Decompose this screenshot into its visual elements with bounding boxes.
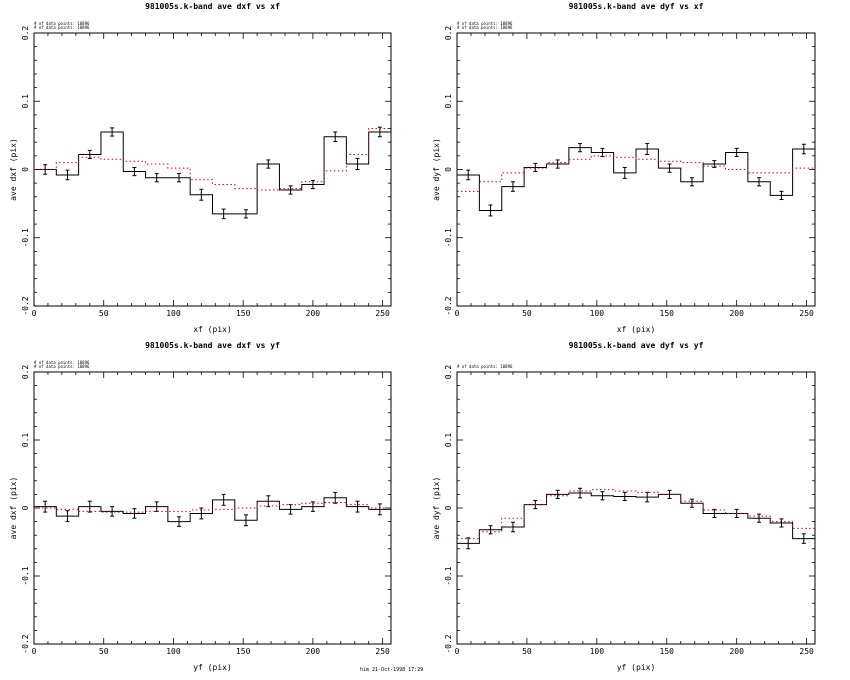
y-tick-label: 0.1 <box>444 94 453 109</box>
x-tick-label: 150 <box>660 647 675 656</box>
x-tick-label: 200 <box>729 309 744 318</box>
x-tick-label: 0 <box>455 647 460 656</box>
y-tick-label: 0.2 <box>21 365 30 380</box>
data-step-line <box>457 147 815 211</box>
y-tick-label: -0.1 <box>21 228 30 247</box>
legend-entry: # of data points: 18896 <box>34 364 90 369</box>
y-axis-label: ave dyf (pix) <box>432 138 441 201</box>
y-tick-label: -0.2 <box>444 634 453 653</box>
y-tick-label: 0 <box>444 167 453 172</box>
y-tick-label: -0.2 <box>444 296 453 315</box>
x-tick-label: 0 <box>32 309 37 318</box>
chart-title: 981005s.k-band ave dyf vs yf <box>569 341 704 350</box>
x-tick-label: 200 <box>306 647 321 656</box>
footer-timestamp: him 21-Oct-1998 17:29 <box>360 667 424 673</box>
x-tick-label: 50 <box>522 647 532 656</box>
x-tick-label: 100 <box>166 309 181 318</box>
model-step-line <box>34 502 391 513</box>
y-tick-label: 0.1 <box>21 433 30 448</box>
y-tick-label: -0.1 <box>21 566 30 585</box>
x-tick-label: 150 <box>660 309 675 318</box>
legend-entry: # of data points: 18896 <box>34 21 90 26</box>
chart-title: 981005s.k-band ave dxf vs xf <box>145 2 280 11</box>
x-axis-label: yf (pix) <box>193 663 232 672</box>
y-tick-label: 0 <box>21 167 30 172</box>
data-step-line <box>34 497 391 523</box>
chart-title: 981005s.k-band ave dyf vs xf <box>569 2 704 11</box>
y-tick-label: 0.2 <box>21 26 30 41</box>
legend-entry: # of data points: 18896 <box>34 25 90 30</box>
x-tick-label: 50 <box>99 647 109 656</box>
y-tick-label: 0 <box>444 505 453 510</box>
x-tick-label: 0 <box>32 647 37 656</box>
x-tick-label: 100 <box>590 647 605 656</box>
legend-entry: # of data points: 18896 <box>457 25 513 30</box>
x-tick-label: 250 <box>375 309 390 318</box>
x-tick-label: 250 <box>375 647 390 656</box>
y-tick-label: 0.2 <box>444 365 453 380</box>
plot-frame <box>33 32 392 307</box>
legend-entry: # of data points: 18896 <box>457 364 513 369</box>
x-tick-label: 0 <box>455 309 460 318</box>
x-tick-label: 200 <box>729 647 744 656</box>
y-tick-label: -0.2 <box>21 634 30 653</box>
x-tick-label: 50 <box>99 309 109 318</box>
data-step-line <box>457 492 815 544</box>
x-tick-label: 250 <box>799 309 814 318</box>
model-step-line <box>457 155 815 192</box>
chart-panel-4: 981005s.k-band ave dyf vs yf # of data po… <box>432 341 816 672</box>
y-tick-label: 0.1 <box>21 94 30 109</box>
chart-panel-1: 981005s.k-band ave dxf vs xf # of data po… <box>9 2 392 334</box>
data-step-line <box>34 131 391 215</box>
y-tick-label: -0.2 <box>21 296 30 315</box>
y-tick-label: -0.1 <box>444 566 453 585</box>
y-tick-label: -0.1 <box>444 228 453 247</box>
chart-panel-3: 981005s.k-band ave dxf vs yf # of data po… <box>9 341 392 672</box>
x-tick-label: 150 <box>236 647 251 656</box>
x-axis-label: yf (pix) <box>617 663 656 672</box>
y-axis-label: ave dyf (pix) <box>432 477 441 540</box>
y-tick-label: 0 <box>21 505 30 510</box>
chart-panel-2: 981005s.k-band ave dyf vs xf # of data po… <box>432 2 816 334</box>
y-tick-label: 0.2 <box>444 26 453 41</box>
plot-frame <box>456 371 816 645</box>
x-axis-label: xf (pix) <box>617 325 656 334</box>
chart-title: 981005s.k-band ave dxf vs yf <box>145 341 280 350</box>
x-tick-label: 200 <box>306 309 321 318</box>
y-axis-label: ave dxf (pix) <box>9 477 18 540</box>
x-tick-label: 250 <box>799 647 814 656</box>
x-axis-label: xf (pix) <box>193 325 232 334</box>
model-step-line <box>34 128 391 191</box>
x-tick-label: 100 <box>166 647 181 656</box>
y-axis-label: ave dxf (pix) <box>9 138 18 201</box>
x-tick-label: 100 <box>590 309 605 318</box>
x-tick-label: 150 <box>236 309 251 318</box>
legend-entry: # of data points: 18896 <box>34 360 90 365</box>
x-tick-label: 50 <box>522 309 532 318</box>
y-tick-label: 0.1 <box>444 433 453 448</box>
legend-entry: # of data points: 18896 <box>457 21 513 26</box>
